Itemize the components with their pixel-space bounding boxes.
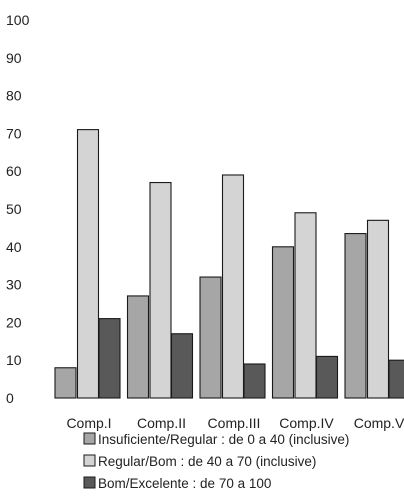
x-tick-label: Comp.II bbox=[137, 415, 186, 431]
bars bbox=[54, 129, 404, 399]
bar bbox=[294, 212, 317, 399]
bar bbox=[126, 295, 150, 399]
legend-swatch bbox=[83, 476, 96, 489]
y-tick-label: 20 bbox=[6, 314, 22, 330]
bar bbox=[54, 367, 77, 399]
legend: Insuficiente/Regular : de 0 a 40 (inclus… bbox=[83, 432, 349, 491]
bar bbox=[388, 359, 404, 399]
bar bbox=[221, 174, 245, 399]
legend-swatch bbox=[83, 454, 96, 467]
y-tick-label: 80 bbox=[6, 88, 22, 104]
bar bbox=[199, 276, 222, 399]
y-tick-label: 50 bbox=[6, 201, 22, 217]
x-tick-label: Comp.III bbox=[208, 415, 261, 431]
x-tick-label: Comp.I bbox=[66, 415, 111, 431]
x-tick-label: Comp.IV bbox=[279, 415, 334, 431]
x-axis-labels: Comp.I Comp.II Comp.III Comp.IV Comp.V bbox=[66, 415, 404, 431]
y-tick-label: 70 bbox=[6, 125, 22, 141]
bar bbox=[243, 363, 266, 399]
y-axis-ticks: 0 10 20 30 40 50 60 70 80 90 100 bbox=[6, 12, 30, 406]
legend-label: Regular/Bom : de 40 a 70 (inclusive) bbox=[98, 454, 316, 469]
y-tick-label: 100 bbox=[6, 12, 30, 28]
bar bbox=[170, 333, 194, 399]
y-tick-label: 10 bbox=[6, 352, 22, 368]
bar bbox=[315, 355, 339, 399]
y-tick-label: 40 bbox=[6, 239, 22, 255]
y-tick-label: 30 bbox=[6, 277, 22, 293]
bar bbox=[366, 219, 390, 399]
y-tick-label: 0 bbox=[6, 390, 14, 406]
bar bbox=[149, 181, 172, 399]
legend-label: Insuficiente/Regular : de 0 a 40 (inclus… bbox=[98, 432, 349, 447]
bar bbox=[98, 318, 121, 399]
y-tick-label: 90 bbox=[6, 50, 22, 66]
bar bbox=[76, 129, 100, 399]
bar bbox=[344, 233, 367, 399]
legend-label: Bom/Excelente : de 70 a 100 bbox=[98, 476, 271, 491]
y-tick-label: 60 bbox=[6, 163, 22, 179]
x-tick-label: Comp.V bbox=[354, 415, 404, 431]
legend-swatch bbox=[83, 432, 96, 445]
bar bbox=[271, 246, 295, 399]
